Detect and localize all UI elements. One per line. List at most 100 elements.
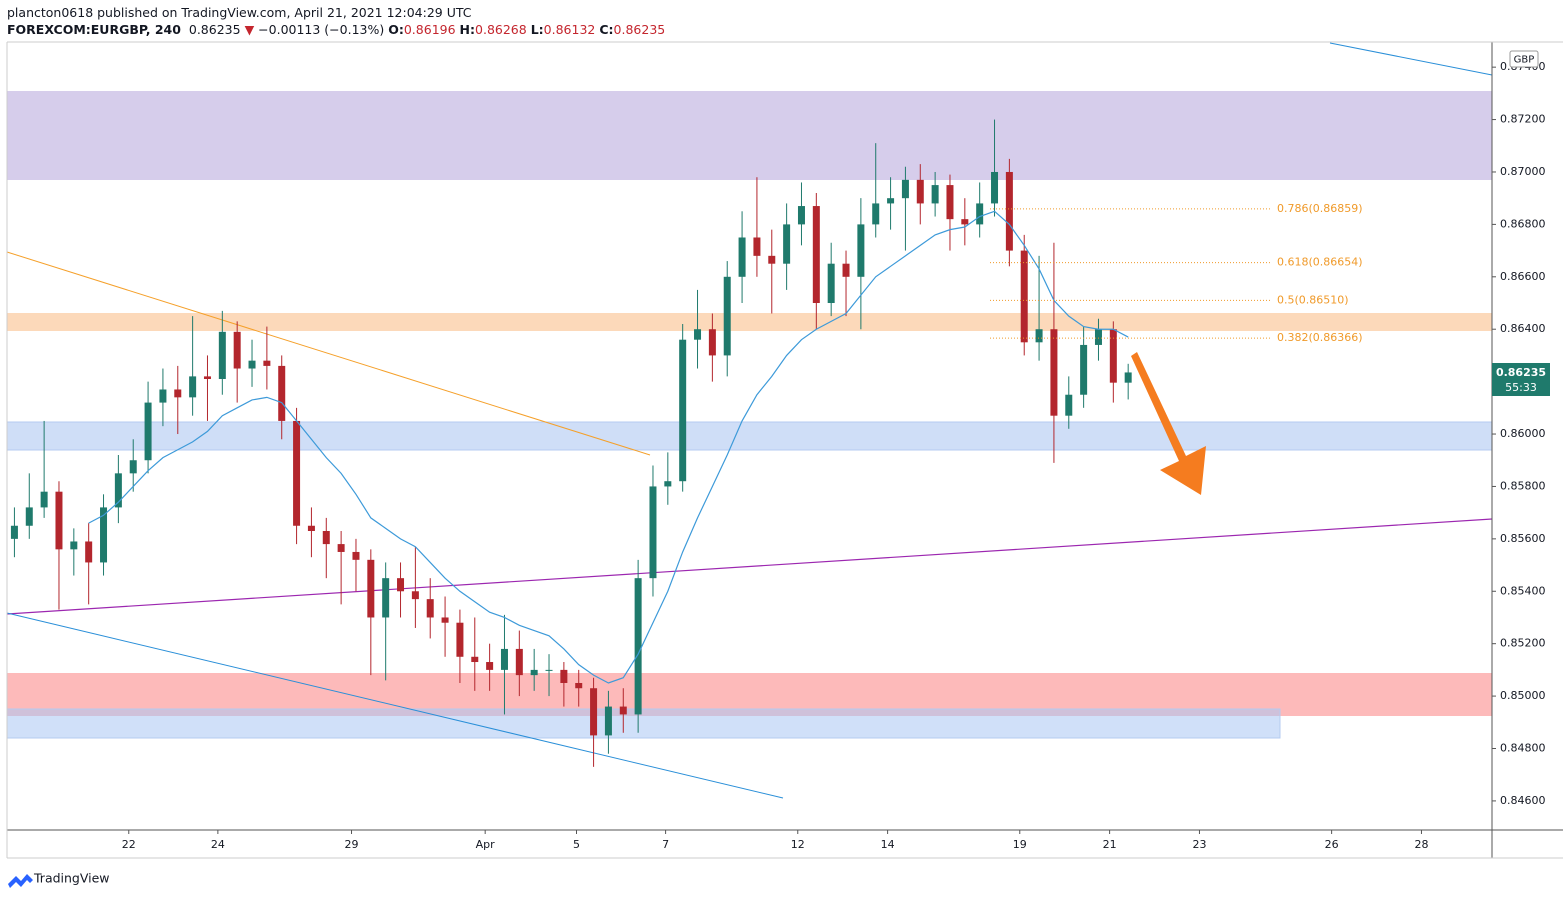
candle-body (500, 648, 508, 670)
candle-body (976, 203, 984, 225)
trend-line (6, 251, 651, 456)
candle-body (382, 578, 390, 618)
candle-body (694, 329, 702, 340)
candle-body (827, 263, 835, 304)
candle-body (1109, 329, 1117, 383)
candle-body (1094, 329, 1102, 345)
candle-body (738, 237, 746, 277)
y-tick-label: 0.87200 (1500, 113, 1546, 126)
candle-body (649, 486, 657, 579)
candle-body (233, 331, 241, 369)
candle-body (322, 530, 330, 545)
candle-body (456, 622, 464, 657)
candle-body (916, 179, 924, 204)
candle-body (397, 578, 405, 592)
candle-body (664, 481, 672, 487)
candle-body (55, 491, 63, 550)
candle-body (263, 360, 271, 366)
trend-line (1329, 42, 1493, 76)
y-tick-label: 0.85800 (1500, 479, 1546, 492)
pivot-zone (7, 313, 1492, 331)
candle-body (797, 206, 805, 225)
fib-label: 0.786(0.86859) (1277, 202, 1363, 215)
brand: TradingView (33, 871, 110, 886)
fib-label: 0.618(0.86654) (1277, 256, 1363, 269)
candle-body (961, 219, 969, 225)
candle-body (70, 541, 78, 550)
candle-body (218, 331, 226, 380)
y-tick-label: 0.85400 (1500, 584, 1546, 597)
symbol: FOREXCOM:EURGBP, 240 (7, 22, 181, 37)
candle-body (85, 541, 93, 563)
candle-body (901, 179, 909, 199)
y-tick-label: 0.85000 (1500, 689, 1546, 702)
candle-body (708, 329, 716, 356)
candle-body (1124, 372, 1132, 383)
value: 0.86268 (475, 22, 527, 37)
x-tick-label: Apr (476, 838, 496, 851)
candle-body (842, 263, 850, 277)
candle-body (1065, 394, 1073, 416)
candle-body (114, 473, 122, 508)
candle-body (560, 669, 568, 683)
candle-body (768, 255, 776, 264)
fib-label: 0.5(0.86510) (1277, 293, 1349, 306)
candle-body (441, 617, 449, 623)
candle-body (1020, 250, 1028, 343)
label: H: (459, 22, 476, 37)
candle-body (723, 276, 731, 356)
support-zone (6, 421, 1493, 451)
x-tick-label: 14 (881, 838, 895, 851)
candle-body (144, 402, 152, 461)
candle-body (515, 648, 523, 676)
x-tick-label: 22 (122, 838, 136, 851)
candle-body (25, 507, 33, 526)
candle-body (783, 224, 791, 264)
last: 0.86235 (188, 22, 241, 37)
y-tick-label: 0.85600 (1500, 532, 1546, 545)
x-tick-label: 19 (1013, 838, 1027, 851)
candle-body (545, 669, 553, 671)
trend-line (6, 518, 1493, 615)
candle-body (40, 491, 48, 508)
value: 0.86132 (543, 22, 596, 37)
down-icon: ▼ (244, 22, 255, 37)
candle-body (946, 185, 954, 220)
value: 0.86235 (613, 22, 666, 37)
x-tick-label: 26 (1325, 838, 1339, 851)
trend-line (6, 612, 784, 799)
price-label-box (1492, 363, 1550, 396)
candle-body (174, 389, 182, 398)
candle-body (753, 237, 761, 256)
candle-body (337, 544, 345, 552)
currency: GBP (1514, 55, 1535, 66)
candle-body (203, 376, 211, 380)
y-tick-label: 0.85200 (1500, 637, 1546, 650)
candle-body (991, 171, 999, 204)
y-tick-label: 0.86600 (1500, 270, 1546, 283)
candle-body (619, 706, 627, 715)
label: L: (530, 22, 544, 37)
countdown: 55:33 (1505, 381, 1537, 394)
candle-body (1050, 329, 1058, 416)
lower-zone (6, 708, 1281, 739)
candle-body (367, 559, 375, 618)
candle-body (278, 365, 286, 421)
y-tick-label: 0.87000 (1500, 165, 1546, 178)
x-tick-label: 23 (1192, 838, 1206, 851)
x-tick-label: 28 (1414, 838, 1428, 851)
candle-body (189, 376, 197, 398)
candle-body (471, 656, 479, 663)
candle-body (590, 688, 598, 736)
publisher: plancton0618 published on TradingView.co… (7, 5, 472, 20)
x-tick-label: 7 (662, 838, 669, 851)
resistance-zone (7, 91, 1492, 180)
x-tick-label: 5 (573, 838, 580, 851)
candle-body (575, 682, 583, 689)
x-tick-label: 24 (211, 838, 225, 851)
plot: 0.786(0.86859) 0.618(0.86654) 0.5(0.86510)… (10, 119, 1363, 767)
change: −0.00113 (−0.13%) (258, 22, 385, 37)
y-tick-label: 0.86000 (1500, 427, 1546, 440)
label: O: (388, 22, 404, 37)
candle-body (887, 198, 895, 204)
